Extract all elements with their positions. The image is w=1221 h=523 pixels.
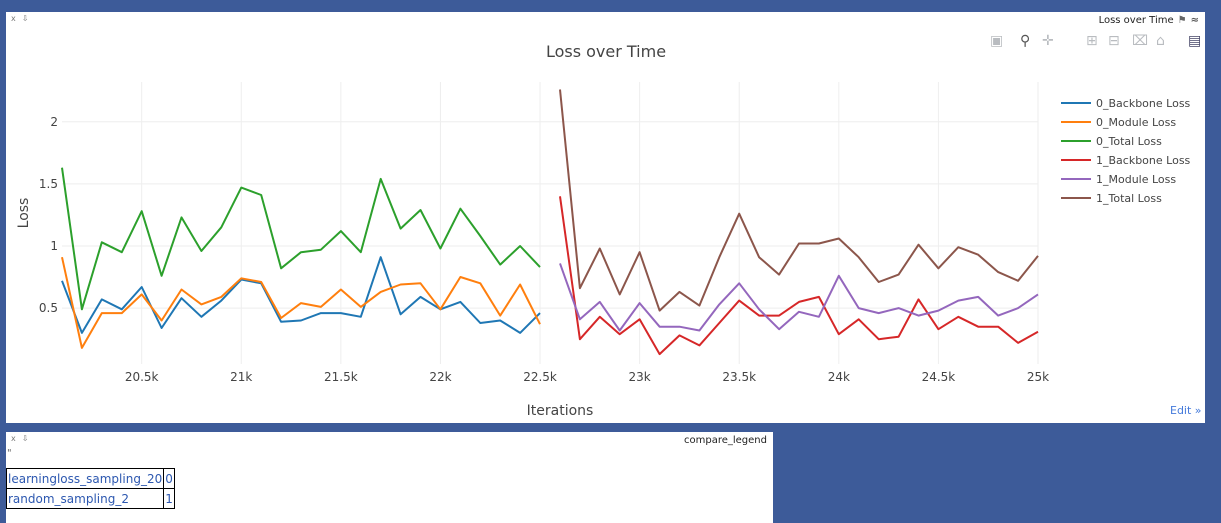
compare-legend-pane: x ⇩ compare_legend " learningloss_samplin… xyxy=(5,432,773,523)
pin-icon[interactable]: ⇩ xyxy=(21,14,29,23)
pan-icon[interactable]: ✛ xyxy=(1042,33,1054,49)
pane-title-text: Loss over Time xyxy=(1098,15,1174,26)
zoom-in-icon[interactable]: ⊞ xyxy=(1086,33,1098,49)
x-tick-label: 23k xyxy=(629,370,651,384)
tag-icon[interactable]: ⚑ xyxy=(1177,15,1187,26)
table-row: learningloss_sampling_20 0 xyxy=(5,468,175,489)
close-icon[interactable]: x xyxy=(11,434,16,443)
legend-entry: 0_Total Loss xyxy=(1096,135,1162,148)
loss-chart: 20.5k 21k 21.5k 22k 22.5k 23k 23.5k 24k 24.5k 25k… xyxy=(16,42,1191,419)
smooth-icon[interactable]: ≈ xyxy=(1190,15,1199,26)
autoscale-icon[interactable]: ⌧ xyxy=(1132,33,1149,49)
y-tick-label: 0.5 xyxy=(39,301,58,315)
series-line xyxy=(559,196,1039,356)
zoom-out-icon[interactable]: ⊟ xyxy=(1108,33,1120,49)
close-icon[interactable]: x xyxy=(11,14,16,23)
x-tick-label: 23.5k xyxy=(722,370,756,384)
row-name: random_sampling_2 xyxy=(5,488,165,509)
y-axis-label: Loss xyxy=(16,198,32,229)
legend-entry: 0_Module Loss xyxy=(1096,116,1176,129)
x-tick-label: 20.5k xyxy=(125,370,159,384)
home-icon[interactable]: ⌂ xyxy=(1156,33,1165,49)
legend-entry: 1_Module Loss xyxy=(1096,173,1176,186)
compare-table: learningloss_sampling_20 0 random_sampli… xyxy=(5,468,175,509)
x-tick-label: 25k xyxy=(1027,370,1049,384)
camera-icon[interactable]: ▣ xyxy=(990,33,1004,49)
x-axis-label: Iterations xyxy=(527,403,594,419)
y-tick-label: 2 xyxy=(50,115,58,129)
x-tick-label: 22.5k xyxy=(523,370,557,384)
chart-title: Loss over Time xyxy=(546,42,666,61)
quote-mark: " xyxy=(7,448,12,459)
pane-controls: x ⇩ xyxy=(11,14,34,23)
x-tick-label: 24.5k xyxy=(922,370,956,384)
plotly-logo-icon[interactable]: ▤ xyxy=(1188,33,1202,49)
series-line xyxy=(559,263,1039,332)
series-line xyxy=(559,89,1039,312)
row-name: learningloss_sampling_20 xyxy=(5,468,165,489)
row-value: 1 xyxy=(163,488,175,509)
edit-link[interactable]: Edit » xyxy=(1170,404,1202,417)
legend-entry: 0_Backbone Loss xyxy=(1096,97,1191,110)
row-value: 0 xyxy=(163,468,175,489)
y-tick-label: 1.5 xyxy=(39,177,58,191)
pane-title: Loss over Time ⚑ ≈ xyxy=(1099,15,1199,26)
pane-controls: x ⇩ xyxy=(11,434,34,443)
zoom-icon[interactable]: ⚲ xyxy=(1020,33,1031,49)
chart-pane: x ⇩ Loss over Time ⚑ ≈ 20.5k 21k 21.5k 22k 22.5… xyxy=(6,12,1205,423)
x-tick-label: 21.5k xyxy=(324,370,358,384)
legend-entry: 1_Backbone Loss xyxy=(1096,154,1191,167)
y-tick-label: 1 xyxy=(50,239,58,253)
legend-entry: 1_Total Loss xyxy=(1096,192,1162,205)
x-tick-label: 24k xyxy=(828,370,850,384)
table-row: random_sampling_2 1 xyxy=(5,488,175,509)
pin-icon[interactable]: ⇩ xyxy=(21,434,29,443)
series-line xyxy=(61,256,541,349)
x-tick-label: 21k xyxy=(230,370,252,384)
series-line xyxy=(61,167,541,311)
x-tick-label: 22k xyxy=(429,370,451,384)
series-line xyxy=(61,256,541,334)
pane-title: compare_legend xyxy=(684,435,767,446)
